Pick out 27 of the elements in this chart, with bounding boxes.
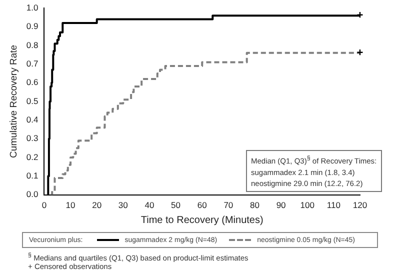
x-tick-label: 120: [352, 200, 368, 210]
y-tick-label: 0.2: [26, 152, 38, 162]
x-axis-title: Time to Recovery (Minutes): [140, 214, 264, 226]
y-tick-label: 0.7: [26, 58, 38, 68]
x-tick-label: 100: [300, 200, 315, 210]
x-tick-label: 80: [250, 200, 260, 210]
x-tick-label: 70: [224, 200, 234, 210]
y-tick-label: 0.0: [26, 189, 38, 200]
x-tick-label: 20: [92, 200, 102, 210]
x-tick-label: 0: [42, 200, 47, 210]
x-tick-label: 30: [118, 200, 128, 210]
y-tick-label: 0.6: [26, 77, 38, 88]
x-tick-label: 90: [276, 200, 286, 210]
y-tick-label: 0.3: [26, 133, 38, 144]
annotation: +: [356, 46, 364, 59]
y-tick-label: 0.4: [26, 114, 38, 124]
y-tick-label: 0.8: [26, 40, 38, 50]
y-tick-label: 0.9: [26, 21, 38, 32]
x-tick-label: 40: [144, 200, 154, 210]
y-tick-label: 1.0: [26, 2, 38, 12]
x-tick-label: 110: [326, 200, 341, 210]
x-tick-label: 50: [171, 200, 181, 210]
y-tick-label: 0.5: [26, 96, 38, 106]
x-tick-label: 60: [197, 200, 208, 210]
y-axis-title: Cumulative Recovery Rate: [8, 44, 20, 158]
y-tick-label: 0.1: [26, 170, 38, 180]
x-tick-label: 10: [66, 200, 76, 210]
